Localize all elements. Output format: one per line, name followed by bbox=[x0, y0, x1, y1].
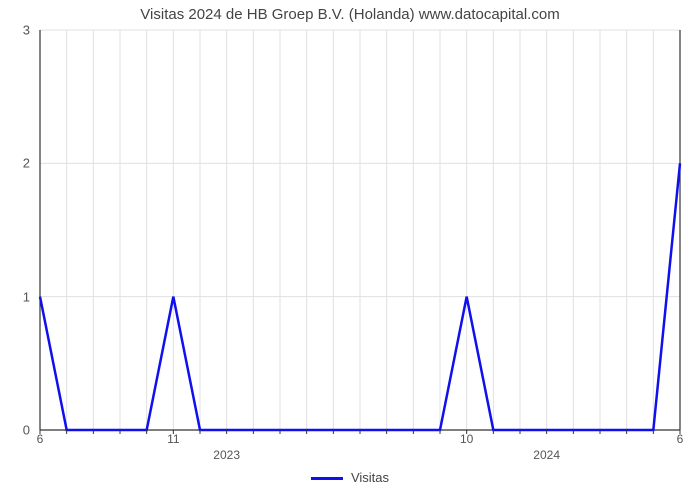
x-tick-label: 10 bbox=[460, 430, 473, 446]
chart-title: Visitas 2024 de HB Groep B.V. (Holanda) … bbox=[0, 6, 700, 23]
x-tick-label: 11 bbox=[167, 430, 179, 446]
x-tick-label: 6 bbox=[37, 430, 44, 446]
y-tick-label: 3 bbox=[23, 23, 40, 38]
plot-area: 012361110620232024 bbox=[40, 30, 680, 430]
y-tick-label: 1 bbox=[23, 289, 40, 304]
chart-svg bbox=[40, 30, 680, 436]
legend-label: Visitas bbox=[351, 470, 389, 485]
legend-line-icon bbox=[311, 477, 343, 480]
x-tick-label: 6 bbox=[677, 430, 684, 446]
x-year-label: 2024 bbox=[533, 448, 560, 462]
legend: Visitas bbox=[0, 470, 700, 485]
x-year-label: 2023 bbox=[213, 448, 240, 462]
y-tick-label: 2 bbox=[23, 156, 40, 171]
chart-container: Visitas 2024 de HB Groep B.V. (Holanda) … bbox=[0, 0, 700, 500]
